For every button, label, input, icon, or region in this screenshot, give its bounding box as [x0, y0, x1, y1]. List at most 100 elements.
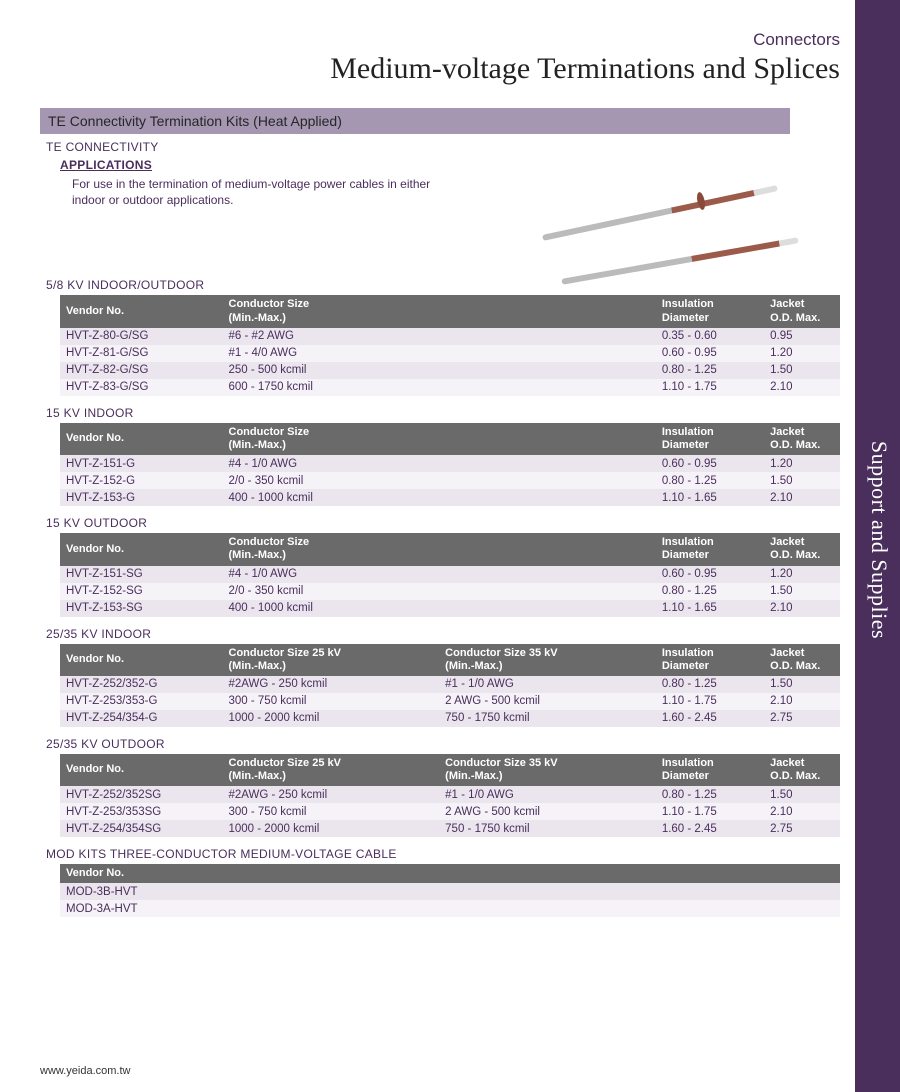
col-header: InsulationDiameter [656, 423, 764, 455]
table-cell: 1.50 [764, 583, 840, 600]
table-cell: HVT-Z-151-SG [60, 566, 223, 583]
table-cell: HVT-Z-152-G [60, 472, 223, 489]
table-cell [439, 455, 656, 472]
table-cell: HVT-Z-82-G/SG [60, 362, 223, 379]
table-section-title: 15 KV OUTDOOR [46, 516, 840, 530]
col-header: InsulationDiameter [656, 644, 764, 676]
table-cell: 1.60 - 2.45 [656, 710, 764, 727]
col-header: InsulationDiameter [656, 533, 764, 565]
table-cell: #1 - 1/0 AWG [439, 676, 656, 693]
col-header: Vendor No. [60, 754, 223, 786]
table-cell: 0.80 - 1.25 [656, 583, 764, 600]
table-cell [439, 489, 656, 506]
data-table: Vendor No.Conductor Size 25 kV(Min.-Max.… [60, 754, 840, 837]
table-cell: 1.10 - 1.75 [656, 693, 764, 710]
table-cell: 2/0 - 350 kcmil [223, 472, 440, 489]
col-header: JacketO.D. Max. [764, 423, 840, 455]
table-cell [439, 566, 656, 583]
table-cell: 400 - 1000 kcmil [223, 600, 440, 617]
table-cell: 1.10 - 1.65 [656, 600, 764, 617]
table-cell [439, 472, 656, 489]
col-header: Vendor No. [60, 295, 223, 327]
table-row: HVT-Z-253/353-G300 - 750 kcmil2 AWG - 50… [60, 693, 840, 710]
table-cell: 1.50 [764, 362, 840, 379]
col-header: Conductor Size 25 kV(Min.-Max.) [223, 754, 440, 786]
col-header: Conductor Size 25 kV(Min.-Max.) [223, 644, 440, 676]
table-cell: 1.50 [764, 472, 840, 489]
table-cell: MOD-3A-HVT [60, 900, 840, 917]
table-cell: #2AWG - 250 kcmil [223, 676, 440, 693]
table-cell: 1.10 - 1.75 [656, 379, 764, 396]
col-header: Conductor Size(Min.-Max.) [223, 533, 440, 565]
table-cell: 600 - 1750 kcmil [223, 379, 440, 396]
table-cell: 2 AWG - 500 kcmil [439, 803, 656, 820]
applications-heading: APPLICATIONS [60, 158, 840, 172]
col-header: Vendor No. [60, 533, 223, 565]
table-row: HVT-Z-152-G2/0 - 350 kcmil 0.80 - 1.251.5… [60, 472, 840, 489]
table-cell: 2 AWG - 500 kcmil [439, 693, 656, 710]
table-cell [439, 345, 656, 362]
table-cell: 0.80 - 1.25 [656, 676, 764, 693]
applications-text: For use in the termination of medium-vol… [72, 176, 452, 208]
footer-url: www.yeida.com.tw [40, 1065, 130, 1077]
table-cell: 0.80 - 1.25 [656, 362, 764, 379]
table-cell: 2.10 [764, 803, 840, 820]
table-row: HVT-Z-151-SG#4 - 1/0 AWG 0.60 - 0.951.20 [60, 566, 840, 583]
table-cell: 1.60 - 2.45 [656, 820, 764, 837]
table-cell: 1.10 - 1.65 [656, 489, 764, 506]
table-cell: HVT-Z-254/354-G [60, 710, 223, 727]
table-cell: 0.60 - 0.95 [656, 345, 764, 362]
table-cell: 1.20 [764, 455, 840, 472]
table-cell: 1.20 [764, 566, 840, 583]
table-cell: 0.60 - 0.95 [656, 455, 764, 472]
page-content: Connectors Medium-voltage Terminations a… [0, 0, 900, 917]
table-row: HVT-Z-252/352SG#2AWG - 250 kcmil#1 - 1/0… [60, 786, 840, 803]
col-header: Conductor Size(Min.-Max.) [223, 423, 440, 455]
table-row: HVT-Z-254/354SG1000 - 2000 kcmil750 - 17… [60, 820, 840, 837]
data-table: Vendor No.Conductor Size(Min.-Max.) Insu… [60, 423, 840, 506]
table-cell: 2.10 [764, 379, 840, 396]
table-cell [439, 583, 656, 600]
table-cell: 0.35 - 0.60 [656, 328, 764, 345]
table-cell: HVT-Z-252/352SG [60, 786, 223, 803]
col-header: JacketO.D. Max. [764, 533, 840, 565]
table-cell [439, 362, 656, 379]
table-cell: 0.80 - 1.25 [656, 472, 764, 489]
table-row: HVT-Z-253/353SG300 - 750 kcmil2 AWG - 50… [60, 803, 840, 820]
table-cell: HVT-Z-253/353-G [60, 693, 223, 710]
table-cell: 1.20 [764, 345, 840, 362]
table-row: MOD-3B-HVT [60, 883, 840, 900]
table-section-title: 25/35 KV INDOOR [46, 627, 840, 641]
table-cell: 250 - 500 kcmil [223, 362, 440, 379]
data-table: Vendor No.Conductor Size 25 kV(Min.-Max.… [60, 644, 840, 727]
table-cell: 300 - 750 kcmil [223, 803, 440, 820]
col-header: InsulationDiameter [656, 295, 764, 327]
data-table: Vendor No.MOD-3B-HVTMOD-3A-HVT [60, 864, 840, 917]
table-row: HVT-Z-151-G#4 - 1/0 AWG0.60 - 0.951.20 [60, 455, 840, 472]
col-header: Vendor No. [60, 423, 223, 455]
col-header: InsulationDiameter [656, 754, 764, 786]
table-cell: HVT-Z-153-SG [60, 600, 223, 617]
table-section-title: 15 KV INDOOR [46, 406, 840, 420]
col-header: Conductor Size(Min.-Max.) [223, 295, 440, 327]
table-row: HVT-Z-254/354-G1000 - 2000 kcmil750 - 17… [60, 710, 840, 727]
table-cell: HVT-Z-254/354SG [60, 820, 223, 837]
table-cell: 0.60 - 0.95 [656, 566, 764, 583]
side-bar: Support and Supplies [855, 0, 900, 1092]
table-row: HVT-Z-153-G400 - 1000 kcmil1.10 - 1.652.… [60, 489, 840, 506]
section-banner: TE Connectivity Termination Kits (Heat A… [40, 108, 790, 134]
table-cell: MOD-3B-HVT [60, 883, 840, 900]
table-cell: 0.95 [764, 328, 840, 345]
table-cell: 1.50 [764, 676, 840, 693]
tables-container: 5/8 KV INDOOR/OUTDOORVendor No.Conductor… [40, 278, 840, 917]
table-cell: 1.10 - 1.75 [656, 803, 764, 820]
table-row: HVT-Z-153-SG400 - 1000 kcmil1.10 - 1.652… [60, 600, 840, 617]
table-cell: HVT-Z-151-G [60, 455, 223, 472]
table-cell: #4 - 1/0 AWG [223, 566, 440, 583]
table-cell: 2.75 [764, 710, 840, 727]
col-header: Conductor Size 35 kV(Min.-Max.) [439, 754, 656, 786]
table-cell: 400 - 1000 kcmil [223, 489, 440, 506]
table-cell: #6 - #2 AWG [223, 328, 440, 345]
table-cell [439, 379, 656, 396]
product-image [530, 180, 820, 300]
